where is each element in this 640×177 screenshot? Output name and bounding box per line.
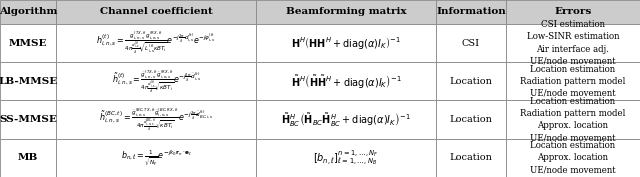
Bar bbox=[0, 0, 56, 24]
Bar bbox=[506, 24, 640, 62]
Bar bbox=[436, 24, 506, 62]
Text: Location: Location bbox=[450, 153, 492, 162]
Text: $\tilde{\mathbf{H}}_{BC}^H\left(\tilde{\mathbf{H}}_{BC}\tilde{\mathbf{H}}_{BC}^H: $\tilde{\mathbf{H}}_{BC}^H\left(\tilde{\… bbox=[282, 111, 411, 129]
Text: Channel coefficient: Channel coefficient bbox=[100, 7, 212, 16]
Bar bbox=[56, 101, 256, 139]
Text: Location estimation
Approx. location
UE/node movement: Location estimation Approx. location UE/… bbox=[530, 141, 616, 175]
Text: Beamforming matrix: Beamforming matrix bbox=[286, 7, 406, 16]
Bar bbox=[256, 139, 436, 177]
Text: $\tilde{h}_{i,n,s}^{(t)}=\frac{\tilde{g}_{i,n,s}^{(TX,t)}\tilde{g}_{i,n,s}^{(RX,: $\tilde{h}_{i,n,s}^{(t)}=\frac{\tilde{g}… bbox=[111, 68, 201, 95]
Text: CSI estimation
Low-SINR estimation
Air interface adj.
UE/node movement: CSI estimation Low-SINR estimation Air i… bbox=[527, 20, 619, 66]
Bar bbox=[56, 139, 256, 177]
Bar bbox=[256, 62, 436, 101]
Text: $\tilde{\mathbf{H}}^H\left(\tilde{\mathbf{H}}\tilde{\mathbf{H}}^H+\mathrm{diag}(: $\tilde{\mathbf{H}}^H\left(\tilde{\mathb… bbox=[291, 73, 401, 90]
Text: Algorithm: Algorithm bbox=[0, 7, 58, 16]
Bar bbox=[0, 101, 56, 139]
Text: Location: Location bbox=[450, 115, 492, 124]
Bar bbox=[56, 0, 256, 24]
Text: Errors: Errors bbox=[554, 7, 591, 16]
Bar bbox=[506, 139, 640, 177]
Text: $\tilde{h}_{i,n,s}^{(BC,t)}=\frac{\tilde{g}_{i,n,s}^{(BC,TX,t)}\tilde{g}_{i,n,s}: $\tilde{h}_{i,n,s}^{(BC,t)}=\frac{\tilde… bbox=[99, 106, 214, 133]
Text: $b_{n,\ell}=\frac{1}{\sqrt{N_F}}e^{-jk_0\mathbf{r}_n\cdot\mathbf{e}_\ell}$: $b_{n,\ell}=\frac{1}{\sqrt{N_F}}e^{-jk_0… bbox=[120, 148, 192, 168]
Bar bbox=[256, 0, 436, 24]
Text: Location estimation
Radiation pattern model
UE/node movement: Location estimation Radiation pattern mo… bbox=[520, 65, 625, 98]
Bar bbox=[506, 101, 640, 139]
Text: LB-MMSE: LB-MMSE bbox=[0, 77, 58, 86]
Text: Information: Information bbox=[436, 7, 506, 16]
Text: SS-MMSE: SS-MMSE bbox=[0, 115, 57, 124]
Bar bbox=[436, 0, 506, 24]
Bar bbox=[436, 139, 506, 177]
Bar bbox=[436, 101, 506, 139]
Text: MMSE: MMSE bbox=[9, 39, 47, 48]
Text: $h_{i,n,s}^{(t)}=\frac{g_{i,n,s}^{(TX,t)}g_{i,n,s}^{(RX,t)}}{4\pi\frac{d_{i,s}^{: $h_{i,n,s}^{(t)}=\frac{g_{i,n,s}^{(TX,t)… bbox=[97, 30, 216, 56]
Bar bbox=[56, 24, 256, 62]
Text: CSI: CSI bbox=[462, 39, 480, 48]
Text: $\left[b_{n,\ell}\right]_{\substack{n=1,\ldots,N_F\\\ell=1,\ldots,N_B}}$: $\left[b_{n,\ell}\right]_{\substack{n=1,… bbox=[314, 149, 379, 167]
Bar bbox=[0, 24, 56, 62]
Bar bbox=[506, 0, 640, 24]
Bar bbox=[436, 62, 506, 101]
Bar bbox=[56, 62, 256, 101]
Bar bbox=[0, 62, 56, 101]
Bar bbox=[506, 62, 640, 101]
Bar bbox=[256, 24, 436, 62]
Text: Location estimation
Radiation pattern model
Approx. location
UE/node movement: Location estimation Radiation pattern mo… bbox=[520, 97, 625, 142]
Text: MB: MB bbox=[18, 153, 38, 162]
Text: Location: Location bbox=[450, 77, 492, 86]
Bar bbox=[0, 139, 56, 177]
Text: $\mathbf{H}^H\left(\mathbf{H}\mathbf{H}^H+\mathrm{diag}(\alpha)I_K\right)^{-1}$: $\mathbf{H}^H\left(\mathbf{H}\mathbf{H}^… bbox=[291, 35, 401, 51]
Bar bbox=[256, 101, 436, 139]
